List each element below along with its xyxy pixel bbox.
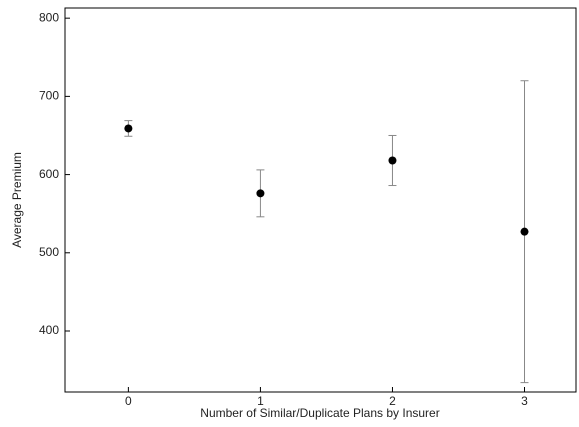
data-point: [124, 124, 133, 133]
y-axis-label: Average Premium: [10, 152, 24, 248]
y-tick-label: 700: [39, 89, 59, 103]
x-tick-label: 0: [125, 394, 132, 408]
x-axis-label: Number of Similar/Duplicate Plans by Ins…: [200, 406, 439, 420]
data-point: [256, 189, 265, 198]
x-tick-label: 3: [521, 394, 528, 408]
y-tick-label: 800: [39, 10, 59, 24]
x-tick-label: 1: [257, 394, 264, 408]
axes-frame: [64, 7, 577, 393]
data-point: [388, 156, 397, 165]
y-tick-label: 500: [39, 245, 59, 259]
y-tick-label: 400: [39, 323, 59, 337]
x-tick-label: 2: [389, 394, 396, 408]
y-tick-label: 600: [39, 167, 59, 181]
data-point: [520, 227, 529, 236]
